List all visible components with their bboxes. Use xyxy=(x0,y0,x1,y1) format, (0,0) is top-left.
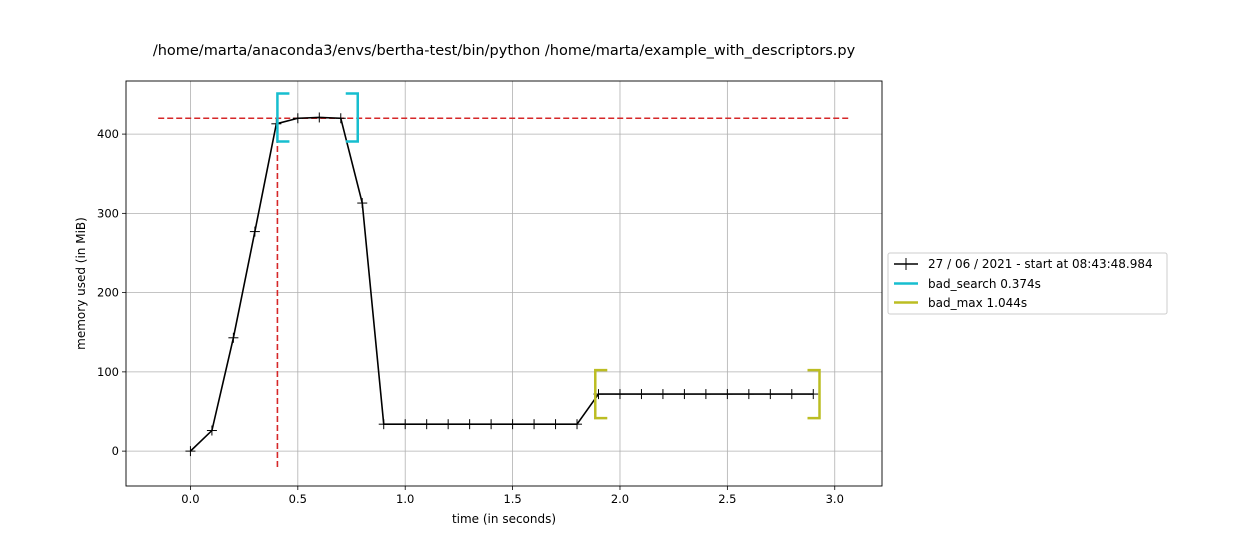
data-point-marker xyxy=(786,389,797,400)
x-tick-label: 0.5 xyxy=(289,492,307,506)
max-memory-lines xyxy=(158,117,850,467)
data-point-marker xyxy=(679,389,690,400)
data-point-marker xyxy=(550,419,561,430)
data-point-marker xyxy=(421,419,432,430)
chart-title: /home/marta/anaconda3/envs/bertha-test/b… xyxy=(153,43,856,59)
data-point-marker xyxy=(357,198,368,209)
series-line xyxy=(189,116,814,452)
data-point-marker xyxy=(249,226,260,237)
data-point-marker xyxy=(808,389,819,400)
legend-label-bad-max: bad_max 1.044s xyxy=(928,296,1027,310)
grid-lines xyxy=(126,81,882,486)
data-point-marker xyxy=(507,419,518,430)
data-point-marker xyxy=(314,112,325,123)
x-tick-label: 1.0 xyxy=(396,492,414,506)
y-tick-label: 400 xyxy=(97,127,119,141)
data-point-marker xyxy=(206,425,217,436)
legend-entry-bad-search: bad_search 0.374s xyxy=(894,277,1041,291)
data-point-marker xyxy=(614,389,625,400)
data-point-marker xyxy=(572,419,583,430)
function-end-bracket xyxy=(345,92,359,143)
x-tick-label: 1.5 xyxy=(503,492,521,506)
data-point-marker xyxy=(228,332,239,343)
series-layer xyxy=(185,112,819,457)
y-axis-label: memory used (in MiB) xyxy=(74,217,88,350)
x-tick-label: 2.0 xyxy=(611,492,629,506)
data-point-marker xyxy=(722,389,733,400)
data-point-marker xyxy=(765,389,776,400)
function-brackets xyxy=(276,92,821,420)
plot-frame xyxy=(125,80,883,487)
axis-ticks: 0.0 0.5 1.0 1.5 2.0 2.5 3.0 0 100 200 300 400 xyxy=(97,127,844,506)
function-start-bracket xyxy=(276,92,290,143)
x-tick-label: 3.0 xyxy=(826,492,844,506)
data-point-marker xyxy=(657,389,668,400)
data-point-marker xyxy=(700,389,711,400)
y-tick-label: 300 xyxy=(97,206,119,220)
data-point-marker xyxy=(486,419,497,430)
data-point-marker xyxy=(378,419,389,430)
y-tick-label: 0 xyxy=(112,444,119,458)
y-tick-label: 200 xyxy=(97,286,119,300)
legend-label-memory: 27 / 06 / 2021 - start at 08:43:48.984 xyxy=(928,257,1153,271)
y-tick-label: 100 xyxy=(97,365,119,379)
data-point-marker xyxy=(400,419,411,430)
x-axis-label: time (in seconds) xyxy=(452,512,556,526)
x-tick-label: 0.0 xyxy=(181,492,199,506)
data-point-marker xyxy=(443,419,454,430)
legend-label-bad-search: bad_search 0.374s xyxy=(928,277,1041,291)
legend-entry-bad-max: bad_max 1.044s xyxy=(894,296,1027,310)
data-point-marker xyxy=(636,389,647,400)
x-tick-label: 2.5 xyxy=(718,492,736,506)
legend-box xyxy=(887,252,1168,315)
function-end-bracket xyxy=(807,368,821,420)
function-start-bracket xyxy=(594,368,608,420)
data-point-marker xyxy=(185,446,196,457)
data-point-marker xyxy=(335,113,346,124)
data-point-marker xyxy=(292,113,303,124)
data-point-marker xyxy=(529,419,540,430)
legend: 27 / 06 / 2021 - start at 08:43:48.984 b… xyxy=(887,252,1168,315)
data-point-marker xyxy=(464,419,475,430)
data-point-marker xyxy=(743,389,754,400)
legend-entry-memory: 27 / 06 / 2021 - start at 08:43:48.984 xyxy=(894,257,1153,271)
